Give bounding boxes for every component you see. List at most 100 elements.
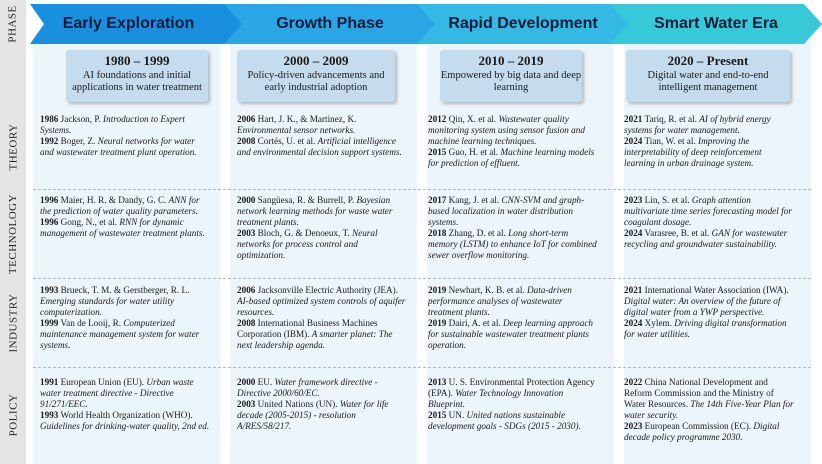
row-label-industry: INDUSTRY — [7, 292, 20, 353]
reference-title: Deep learning approach for sustainable w… — [428, 318, 594, 351]
reference-entry: 1993 World Health Organization (WHO). Gu… — [40, 410, 210, 432]
reference-authors: Lin, S. et al. — [644, 195, 690, 205]
phase-header-2: 2000 – 2009 Policy-driven advancements a… — [237, 50, 395, 102]
reference-authors: Bloch, G. & Denoeux, T. — [257, 228, 350, 239]
technology-cell: 2023 Lin, S. et al. Graph attention mult… — [624, 195, 794, 250]
reference-entry: 1999 Van de Looij, R. Computerized maint… — [40, 318, 210, 351]
reference-year: 1996 — [40, 195, 59, 205]
phase-header-4: 2020 – Present Digital water and end-to-… — [626, 50, 790, 102]
reference-entry: 2012 Qin, X. et al. Wastewater quality m… — [428, 114, 598, 147]
reference-year: 2000 — [237, 195, 256, 205]
reference-authors: Gong, N., et al. — [60, 217, 118, 228]
theory-cell: 2012 Qin, X. et al. Wastewater quality m… — [428, 114, 598, 169]
reference-authors: Guo, H. et al. — [448, 147, 499, 158]
reference-authors: Zhang, D. et al. — [448, 228, 506, 239]
reference-title: Machine learning models for prediction o… — [428, 147, 595, 169]
phase-arrow-growth-phase: Growth Phase — [224, 4, 436, 44]
reference-entry: 2022 China National Development and Refo… — [624, 377, 794, 421]
reference-year: 2019 — [428, 318, 447, 329]
reference-authors: International Water Association (IWA). — [644, 285, 789, 295]
phase-description: Empowered by big data and deep learning — [440, 70, 582, 93]
reference-entry: 2024 Xylem. Driving digital transformati… — [624, 318, 794, 340]
phase-years: 2010 – 2019 — [478, 53, 544, 68]
reference-title: Water Technology Innovation Blueprint. — [428, 388, 564, 410]
reference-year: 2023 — [624, 195, 643, 205]
reference-authors: EU. — [257, 377, 273, 387]
row-label-phase: PHASE — [7, 5, 19, 43]
arrow-shape — [30, 4, 245, 44]
phase-arrow-early-exploration: Early Exploration — [30, 4, 245, 44]
reference-title: Water framework directive - Directive 20… — [237, 377, 378, 399]
reference-authors: United Nations (UN). — [257, 399, 338, 410]
reference-title: Emerging standards for water utility com… — [40, 296, 175, 318]
reference-title: United nations sustainable development g… — [428, 410, 581, 432]
reference-year: 2012 — [428, 114, 447, 124]
row-label-strip: PHASE THEORY TECHNOLOGY INDUSTRY POLICY — [0, 0, 26, 464]
reference-authors: U. S. Environmental Protection Agency (E… — [428, 377, 595, 399]
reference-authors: Jackson, P. — [60, 114, 101, 124]
policy-cell: 2013 U. S. Environmental Protection Agen… — [428, 377, 598, 432]
reference-title: CNN-SVM and graph-based localization in … — [428, 195, 585, 228]
reference-title: Digital water: An overview of the future… — [624, 296, 781, 318]
row-label-technology: TECHNOLOGY — [7, 193, 20, 274]
reference-title: Urban waste water treatment directive - … — [40, 377, 194, 410]
reference-entry: 2003 Bloch, G. & Denoeux, T. Neural netw… — [237, 228, 407, 261]
reference-entry: 2019 Dairi, A. et al. Deep learning appr… — [428, 318, 598, 351]
reference-entry: 2018 Zhang, D. et al. Long short-term me… — [428, 228, 598, 261]
reference-year: 2024 — [624, 228, 643, 239]
phase-title: Early Exploration — [62, 15, 195, 32]
industry-cell: 2019 Newhart, K. B. et al. Data-driven p… — [428, 285, 598, 352]
reference-authors: Jacksonville Electric Authority (JEA). — [257, 285, 399, 295]
reference-entry: 2006 Hart, J. K., & Martinez, K. Environ… — [237, 114, 407, 136]
reference-entry: 2024 Varasree, B. et al. GAN for wastewa… — [624, 228, 794, 250]
industry-cell: 2006 Jacksonville Electric Authority (JE… — [237, 285, 407, 352]
reference-entry: 1991 European Union (EU). Urban waste wa… — [40, 377, 210, 410]
reference-title: Artificial intelligence and environmenta… — [237, 136, 402, 158]
reference-entry: 1986 Jackson, P. Introduction to Expert … — [40, 114, 210, 136]
reference-entry: 2015 UN. United nations sustainable deve… — [428, 410, 598, 432]
reference-year: 2024 — [624, 136, 643, 147]
reference-authors: Xylem. — [644, 318, 672, 329]
phase-title: Smart Water Era — [654, 15, 778, 32]
reference-title: Improving the interpretability of deep r… — [624, 136, 762, 169]
reference-year: 2021 — [624, 114, 643, 124]
reference-title: Wastewater quality monitoring system usi… — [428, 114, 585, 147]
reference-authors: European Union (EU). — [60, 377, 145, 387]
reference-authors: European Commission (EC). — [644, 421, 752, 432]
reference-year: 1992 — [40, 136, 59, 147]
reference-authors: Newhart, K. B. et al. — [448, 285, 525, 295]
industry-cell: 2021 International Water Association (IW… — [624, 285, 794, 340]
reference-entry: 1996 Maier, H. R. & Dandy, G. C. ANN for… — [40, 195, 210, 217]
reference-entry: 2019 Newhart, K. B. et al. Data-driven p… — [428, 285, 598, 318]
reference-authors: Tariq, R. et al. — [644, 114, 697, 124]
phase-header-3: 2010 – 2019 Empowered by big data and de… — [440, 50, 582, 102]
reference-year: 2024 — [624, 318, 643, 329]
reference-title: Computerized maintenance management syst… — [40, 318, 200, 351]
policy-cell: 2022 China National Development and Refo… — [624, 377, 794, 444]
row-label-theory: THEORY — [7, 123, 19, 171]
reference-title: Bayesian network learning methods for wa… — [237, 195, 393, 228]
reference-year: 2006 — [237, 114, 256, 124]
reference-entry: 2021 International Water Association (IW… — [624, 285, 794, 318]
reference-title: Water for life decade (2005-2015) - reso… — [237, 399, 389, 432]
phase-title: Growth Phase — [276, 15, 384, 32]
phase-description: Policy-driven advancements and early ind… — [247, 70, 385, 93]
arrow-shape — [224, 4, 436, 44]
reference-entry: 2006 Jacksonville Electric Authority (JE… — [237, 285, 407, 318]
reference-authors: International Business Machines Corporat… — [237, 318, 378, 340]
reference-entry: 2003 United Nations (UN). Water for life… — [237, 399, 407, 432]
reference-entry: 2013 U. S. Environmental Protection Agen… — [428, 377, 598, 410]
reference-year: 2003 — [237, 228, 256, 239]
phase-description: AI foundations and initial applications … — [72, 70, 202, 93]
reference-title: AI-based optimized system controls of aq… — [237, 296, 406, 318]
phase-years: 1980 – 1999 — [104, 53, 170, 68]
phase-column-2 — [230, 40, 417, 464]
reference-year: 2008 — [237, 136, 256, 147]
reference-year: 2018 — [428, 228, 447, 239]
reference-title: Long short-term memory (LSTM) to enhance… — [428, 228, 597, 261]
row-divider — [33, 278, 811, 279]
reference-year: 2013 — [428, 377, 447, 387]
reference-year: 2000 — [237, 377, 256, 387]
technology-cell: 2017 Kang, J. et al. CNN-SVM and graph-b… — [428, 195, 598, 262]
phase-years: 2000 – 2009 — [283, 53, 349, 68]
